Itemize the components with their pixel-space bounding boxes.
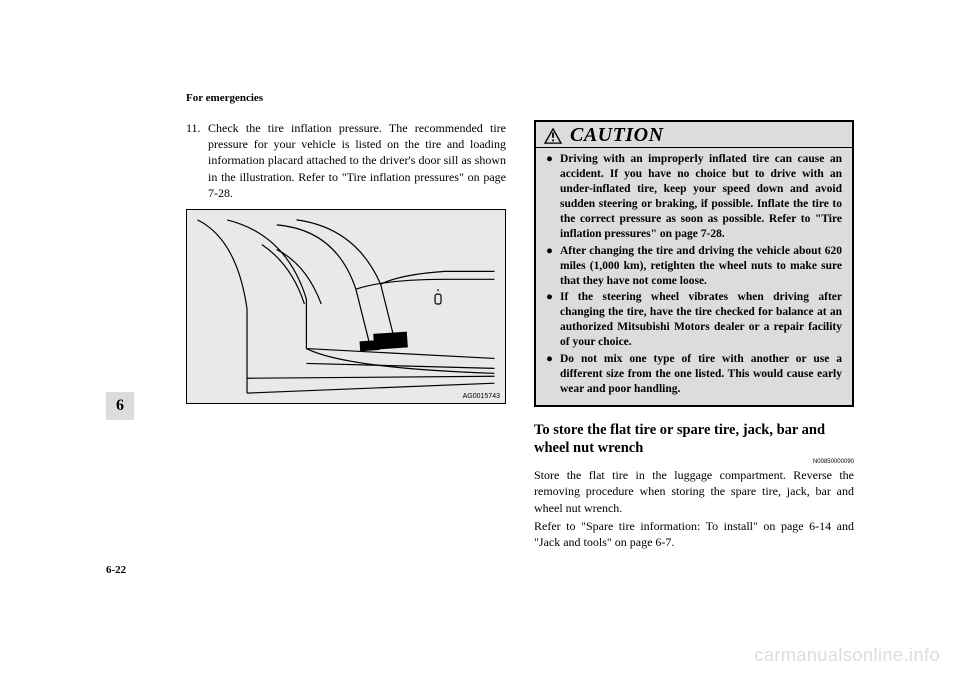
warning-triangle-icon (544, 128, 562, 144)
body-paragraph: Refer to "Spare tire information: To ins… (534, 518, 854, 550)
caution-text: If the steering wheel vibrates when driv… (560, 290, 842, 350)
bullet-icon: ● (546, 244, 560, 289)
door-sill-svg (187, 210, 505, 403)
subheading: To store the flat tire or spare tire, ja… (534, 421, 854, 457)
caution-title: CAUTION (570, 124, 664, 147)
page: For emergencies 11. Check the tire infla… (0, 0, 960, 678)
bullet-icon: ● (546, 290, 560, 350)
illustration-code: AG0015743 (463, 393, 500, 400)
caution-item: ● If the steering wheel vibrates when dr… (546, 290, 842, 350)
caution-text: After changing the tire and driving the … (560, 244, 842, 289)
watermark: carmanualsonline.info (754, 645, 940, 666)
caution-item: ● After changing the tire and driving th… (546, 244, 842, 289)
reference-code: N00850000090 (534, 459, 854, 465)
page-number: 6-22 (106, 564, 126, 576)
caution-box: CAUTION ● Driving with an improperly inf… (534, 120, 854, 407)
caution-text: Do not mix one type of tire with another… (560, 352, 842, 397)
caution-item: ● Do not mix one type of tire with anoth… (546, 352, 842, 397)
section-header: For emergencies (186, 92, 263, 104)
step-text: Check the tire inflation pressure. The r… (208, 120, 506, 201)
bullet-icon: ● (546, 152, 560, 242)
caution-header: CAUTION (536, 122, 852, 148)
left-column: 11. Check the tire inflation pressure. T… (186, 120, 506, 404)
step-11: 11. Check the tire inflation pressure. T… (186, 120, 506, 201)
door-sill-illustration: AG0015743 (186, 209, 506, 404)
caution-text: Driving with an improperly inflated tire… (560, 152, 842, 242)
caution-body: ● Driving with an improperly inflated ti… (536, 148, 852, 405)
body-paragraph: Store the flat tire in the luggage compa… (534, 467, 854, 516)
section-tab: 6 (106, 392, 134, 420)
bullet-icon: ● (546, 352, 560, 397)
step-number: 11. (186, 120, 208, 201)
right-column: CAUTION ● Driving with an improperly inf… (534, 120, 854, 550)
caution-item: ● Driving with an improperly inflated ti… (546, 152, 842, 242)
